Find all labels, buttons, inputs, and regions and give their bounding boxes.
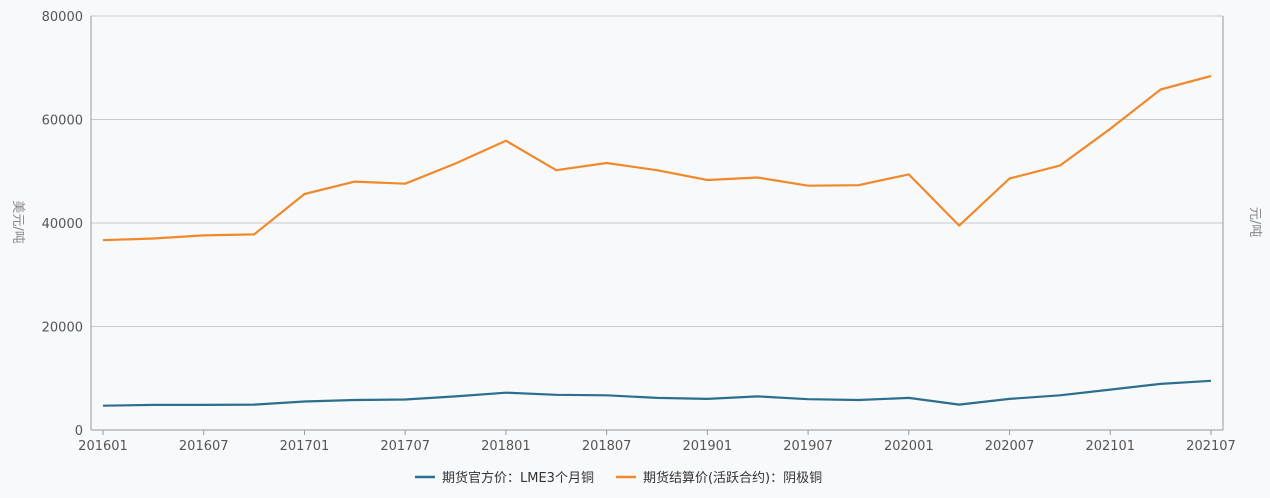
right-y-axis-label: 元/吨 [1247, 207, 1262, 237]
y-tick-label: 0 [75, 424, 83, 439]
y-tick-label: 80000 [42, 10, 83, 25]
grid-lines [90, 15, 1224, 431]
legend: 期货官方价：LME3个月铜 期货结算价(活跃合约)：阴极铜 [415, 470, 822, 486]
y-axis: 0 20000 40000 60000 80000 [42, 10, 83, 439]
x-tick-label: 201901 [683, 439, 733, 454]
series-line-2 [102, 74, 1212, 242]
series-line-1 [102, 379, 1212, 407]
x-tick-label: 201707 [380, 439, 430, 454]
x-tick-label: 201601 [78, 439, 128, 454]
y-tick-label: 40000 [42, 217, 83, 232]
x-tick-label: 201907 [783, 439, 833, 454]
y-tick-label: 60000 [42, 114, 83, 129]
x-tick-label: 202107 [1186, 439, 1236, 454]
x-tick-label: 201701 [280, 439, 330, 454]
left-y-axis-label: 美元/吨 [10, 200, 25, 243]
legend-label-2: 期货结算价(活跃合约)：阴极铜 [643, 470, 822, 486]
x-tick-label: 201801 [481, 439, 531, 454]
x-tick-label: 201607 [179, 439, 229, 454]
x-tick-label: 202101 [1085, 439, 1135, 454]
legend-label-1: 期货官方价：LME3个月铜 [442, 470, 594, 486]
x-tick-label: 201807 [582, 439, 632, 454]
x-tick-label: 202001 [884, 439, 934, 454]
x-axis: 201601 201607 201701 201707 201801 201807 2019… [78, 430, 1236, 454]
y-tick-label: 20000 [42, 321, 83, 336]
series-group [102, 74, 1212, 407]
x-tick-label: 202007 [985, 439, 1035, 454]
